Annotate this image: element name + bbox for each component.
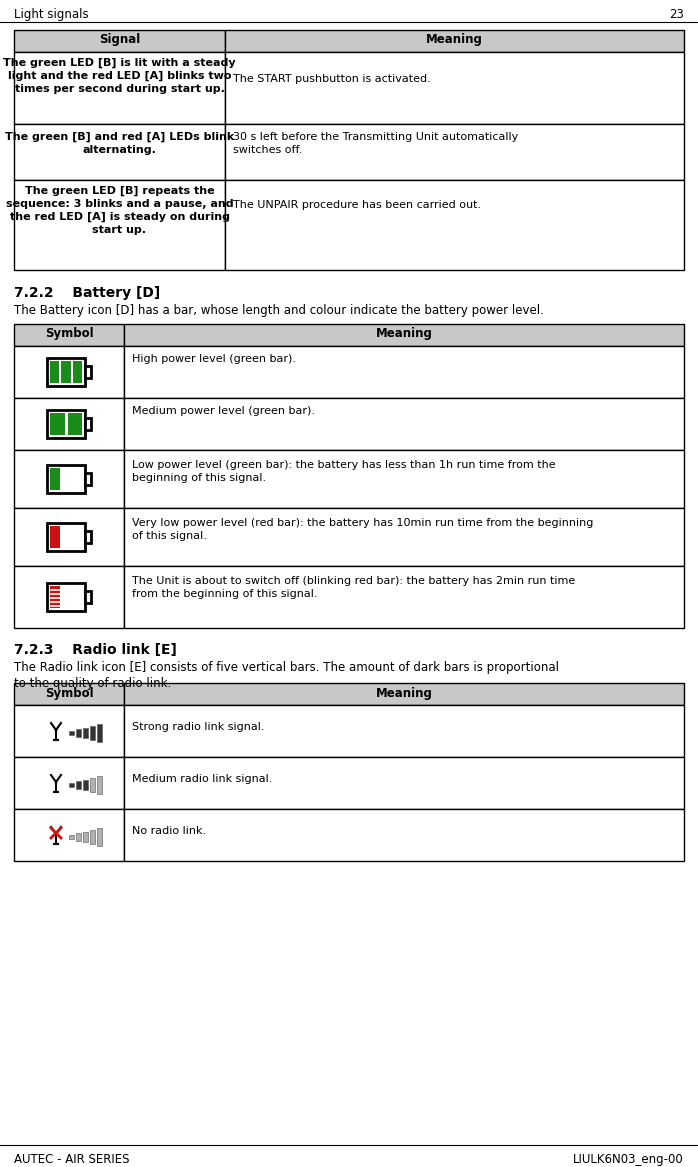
Bar [14, 450, 124, 508]
Bar [47, 358, 85, 386]
Text: 7.2.2  Battery [D]: 7.2.2 Battery [D] [14, 286, 161, 300]
Text: AUTEC - AIR SERIES: AUTEC - AIR SERIES [14, 1153, 130, 1166]
Text: Medium power level (green bar).: Medium power level (green bar). [132, 406, 315, 415]
Bar [124, 508, 684, 566]
Bar [124, 450, 684, 508]
Bar [124, 398, 684, 450]
Bar [124, 324, 684, 345]
Bar [47, 523, 85, 551]
Bar [225, 30, 684, 53]
Bar [83, 832, 88, 843]
Text: Light signals: Light signals [14, 8, 89, 21]
Bar [124, 566, 684, 628]
Bar [68, 413, 82, 435]
Bar [90, 777, 95, 792]
Text: The UNPAIR procedure has been carried out.: The UNPAIR procedure has been carried ou… [233, 200, 481, 210]
Bar [85, 366, 91, 378]
Bar [97, 829, 102, 846]
Text: The START pushbutton is activated.: The START pushbutton is activated. [233, 74, 431, 84]
Bar [76, 729, 81, 736]
Bar [14, 809, 124, 861]
Bar [76, 833, 81, 840]
Text: The green LED [B] repeats the
sequence: 3 blinks and a pause, and
the red LED [A: The green LED [B] repeats the sequence: … [6, 186, 233, 235]
Text: Meaning: Meaning [376, 328, 433, 341]
Bar [47, 410, 85, 438]
Bar [14, 180, 225, 270]
Text: The green LED [B] is lit with a steady
light and the red LED [A] blinks two
time: The green LED [B] is lit with a steady l… [3, 58, 236, 95]
Bar [50, 361, 59, 383]
Bar [85, 419, 91, 429]
Bar [47, 584, 85, 612]
Bar [14, 53, 225, 124]
Bar [14, 683, 124, 705]
Bar [225, 53, 684, 124]
Text: Meaning: Meaning [376, 686, 433, 699]
Text: Medium radio link signal.: Medium radio link signal. [132, 774, 272, 784]
Bar [83, 780, 88, 790]
Bar [14, 508, 124, 566]
Text: The Unit is about to switch off (blinking red bar): the battery has 2min run tim: The Unit is about to switch off (blinkin… [132, 576, 575, 599]
Bar [14, 324, 124, 345]
Bar [124, 345, 684, 398]
Text: The Battery icon [D] has a bar, whose length and colour indicate the battery pow: The Battery icon [D] has a bar, whose le… [14, 303, 544, 317]
Text: LIULK6N03_eng-00: LIULK6N03_eng-00 [573, 1153, 684, 1166]
Text: No radio link.: No radio link. [132, 826, 206, 836]
Bar [85, 531, 91, 543]
Text: 7.2.3  Radio link [E]: 7.2.3 Radio link [E] [14, 643, 177, 657]
Bar [73, 361, 82, 383]
Bar [85, 592, 91, 602]
Bar [124, 683, 684, 705]
Bar [14, 705, 124, 757]
Bar [50, 526, 60, 548]
Bar [14, 30, 225, 53]
Bar [97, 724, 102, 742]
Text: Symbol: Symbol [45, 328, 94, 341]
Bar [83, 727, 88, 739]
Bar [14, 124, 225, 180]
Text: 23: 23 [669, 8, 684, 21]
Text: 30 s left before the Transmitting Unit automatically
switches off.: 30 s left before the Transmitting Unit a… [233, 132, 518, 155]
Bar [124, 757, 684, 809]
Bar [76, 782, 81, 789]
Text: Signal: Signal [99, 34, 140, 47]
Bar [124, 809, 684, 861]
Bar [90, 830, 95, 844]
Text: Meaning: Meaning [426, 34, 483, 47]
Bar [50, 468, 60, 490]
Text: Low power level (green bar): the battery has less than 1h run time from the
begi: Low power level (green bar): the battery… [132, 460, 556, 483]
Bar [69, 836, 74, 839]
Bar [90, 726, 95, 740]
Bar [50, 413, 64, 435]
Text: Strong radio link signal.: Strong radio link signal. [132, 722, 265, 732]
Text: The green [B] and red [A] LEDs blink
alternating.: The green [B] and red [A] LEDs blink alt… [5, 132, 234, 155]
Text: Very low power level (red bar): the battery has 10min run time from the beginnin: Very low power level (red bar): the batt… [132, 518, 593, 540]
Bar [69, 732, 74, 735]
Bar [14, 398, 124, 450]
Bar [85, 474, 91, 484]
Bar [97, 776, 102, 794]
Bar [61, 361, 70, 383]
Bar [124, 705, 684, 757]
Text: High power level (green bar).: High power level (green bar). [132, 354, 296, 364]
Bar [47, 464, 85, 492]
Text: Symbol: Symbol [45, 686, 94, 699]
Bar [50, 586, 60, 608]
Bar [225, 180, 684, 270]
Bar [14, 345, 124, 398]
Bar [69, 783, 74, 787]
Text: The Radio link icon [E] consists of five vertical bars. The amount of dark bars : The Radio link icon [E] consists of five… [14, 661, 559, 691]
Bar [225, 124, 684, 180]
Bar [14, 566, 124, 628]
Bar [14, 757, 124, 809]
